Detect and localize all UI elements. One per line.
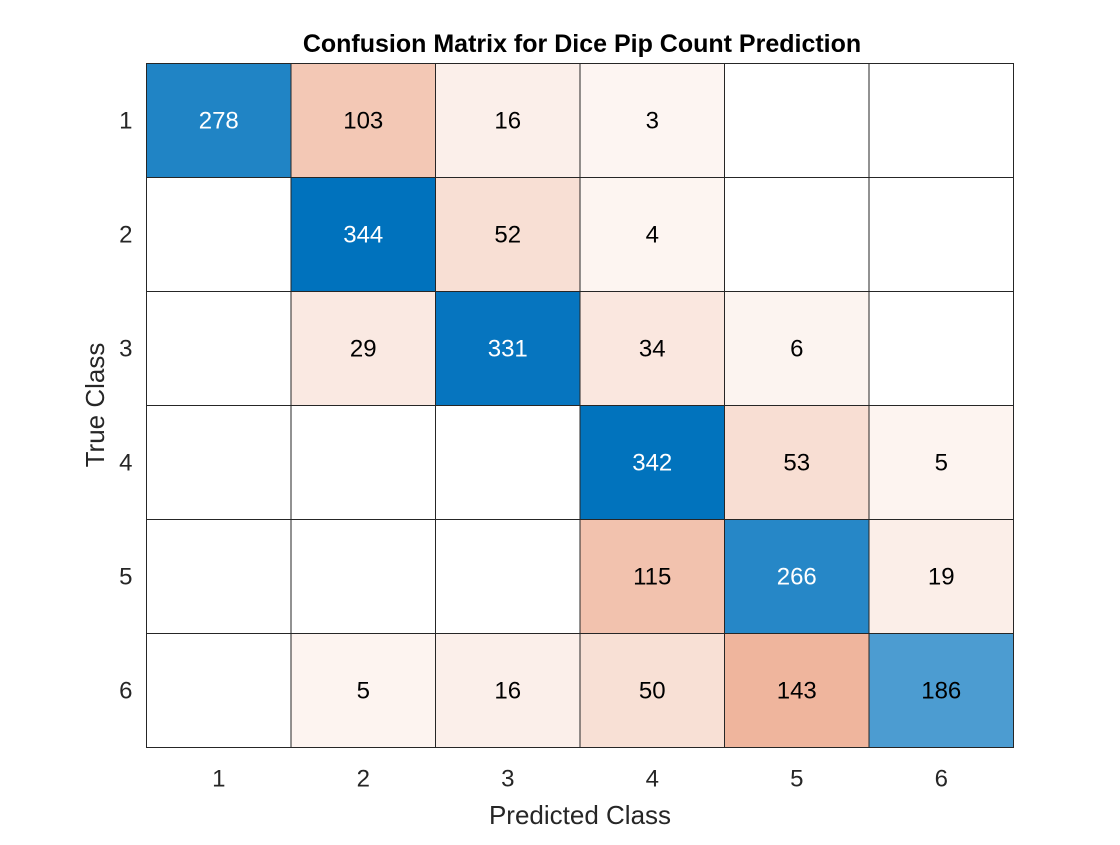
matrix-cell-r6-c3 <box>435 633 581 748</box>
matrix-cell-r6-c6 <box>868 633 1014 748</box>
matrix-cell-r5-c4 <box>579 519 725 634</box>
matrix-cell-r2-c2 <box>290 177 436 292</box>
matrix-cell-r4-c5 <box>724 405 870 520</box>
matrix-cell-r2-c3 <box>435 177 581 292</box>
cell-value-r3-c3: 331 <box>488 336 528 363</box>
cell-value-r3-c2: 29 <box>350 336 377 363</box>
matrix-cell-r6-c2 <box>290 633 436 748</box>
matrix-cell-r3-c2 <box>290 291 436 406</box>
cell-value-r2-c4: 4 <box>646 222 659 249</box>
matrix-cell-r5-c2 <box>290 519 436 634</box>
y-tick-label: 3 <box>119 336 132 363</box>
matrix-cell-r1-c6 <box>868 63 1014 178</box>
cell-value-r5-c6: 19 <box>928 564 955 591</box>
x-tick-label: 6 <box>935 766 948 793</box>
cell-value-r1-c2: 103 <box>343 108 383 135</box>
matrix-cell-r1-c4 <box>579 63 725 178</box>
matrix-cell-r1-c2 <box>290 63 436 178</box>
x-tick-label: 2 <box>357 766 370 793</box>
cell-value-r6-c6: 186 <box>921 678 961 705</box>
cell-value-r1-c3: 16 <box>494 108 521 135</box>
matrix-cell-r3-c4 <box>579 291 725 406</box>
cell-value-r4-c4: 342 <box>632 450 672 477</box>
matrix-cell-r5-c3 <box>435 519 581 634</box>
chart-title: Confusion Matrix for Dice Pip Count Pred… <box>303 30 861 58</box>
cell-value-r6-c2: 5 <box>357 678 370 705</box>
y-tick-label: 6 <box>119 678 132 705</box>
cell-value-r1-c1: 278 <box>199 108 239 135</box>
cell-value-r4-c6: 5 <box>935 450 948 477</box>
cell-value-r5-c4: 115 <box>633 564 671 591</box>
matrix-cell-r5-c1 <box>146 519 292 634</box>
cell-value-r2-c2: 344 <box>343 222 383 249</box>
matrix-cell-r3-c1 <box>146 291 292 406</box>
matrix-cell-r1-c5 <box>724 63 870 178</box>
cell-value-r1-c4: 3 <box>646 108 659 135</box>
heatmap-cells: 278 103 16 3 344 52 4 29 331 34 6 342 53 5 115 266 19 5 16… <box>146 63 1014 748</box>
x-tick-label: 4 <box>646 766 659 793</box>
matrix-cell-r6-c4 <box>579 633 725 748</box>
matrix-cell-r1-c1 <box>146 63 292 178</box>
matrix-cell-r4-c3 <box>435 405 581 520</box>
x-axis-label: Predicted Class <box>489 800 671 830</box>
cell-value-r6-c4: 50 <box>639 678 666 705</box>
matrix-cell-r3-c6 <box>868 291 1014 406</box>
cell-value-r5-c5: 266 <box>777 564 817 591</box>
y-tick-label: 4 <box>119 450 132 477</box>
cell-value-r6-c3: 16 <box>494 678 521 705</box>
matrix-cell-r2-c1 <box>146 177 292 292</box>
matrix-cell-r2-c5 <box>724 177 870 292</box>
y-tick-label: 5 <box>119 564 132 591</box>
matrix-cell-r4-c6 <box>868 405 1014 520</box>
matrix-cell-r4-c2 <box>290 405 436 520</box>
matrix-cell-r5-c5 <box>724 519 870 634</box>
matrix-cell-r5-c6 <box>868 519 1014 634</box>
matrix-cell-r6-c1 <box>146 633 292 748</box>
matrix-cell-r4-c4 <box>579 405 725 520</box>
cell-value-r3-c4: 34 <box>639 336 666 363</box>
matrix-cell-r2-c6 <box>868 177 1014 292</box>
matrix-cell-r6-c5 <box>724 633 870 748</box>
matrix-cell-r4-c1 <box>146 405 292 520</box>
y-axis-label: True Class <box>80 343 110 468</box>
cell-value-r3-c5: 6 <box>790 336 803 363</box>
x-tick-label: 1 <box>212 766 225 793</box>
y-tick-label: 2 <box>119 222 132 249</box>
x-tick-label: 3 <box>501 766 514 793</box>
y-tick-label: 1 <box>119 108 132 135</box>
cell-value-r6-c5: 143 <box>777 678 817 705</box>
matrix-frame <box>146 63 1014 748</box>
cell-value-r4-c5: 53 <box>783 450 810 477</box>
x-tick-label: 5 <box>790 766 803 793</box>
cell-value-r2-c3: 52 <box>494 222 521 249</box>
